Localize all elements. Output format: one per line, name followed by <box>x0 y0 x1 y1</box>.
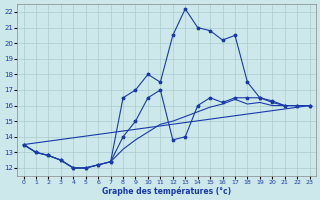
X-axis label: Graphe des températures (°c): Graphe des températures (°c) <box>102 186 231 196</box>
